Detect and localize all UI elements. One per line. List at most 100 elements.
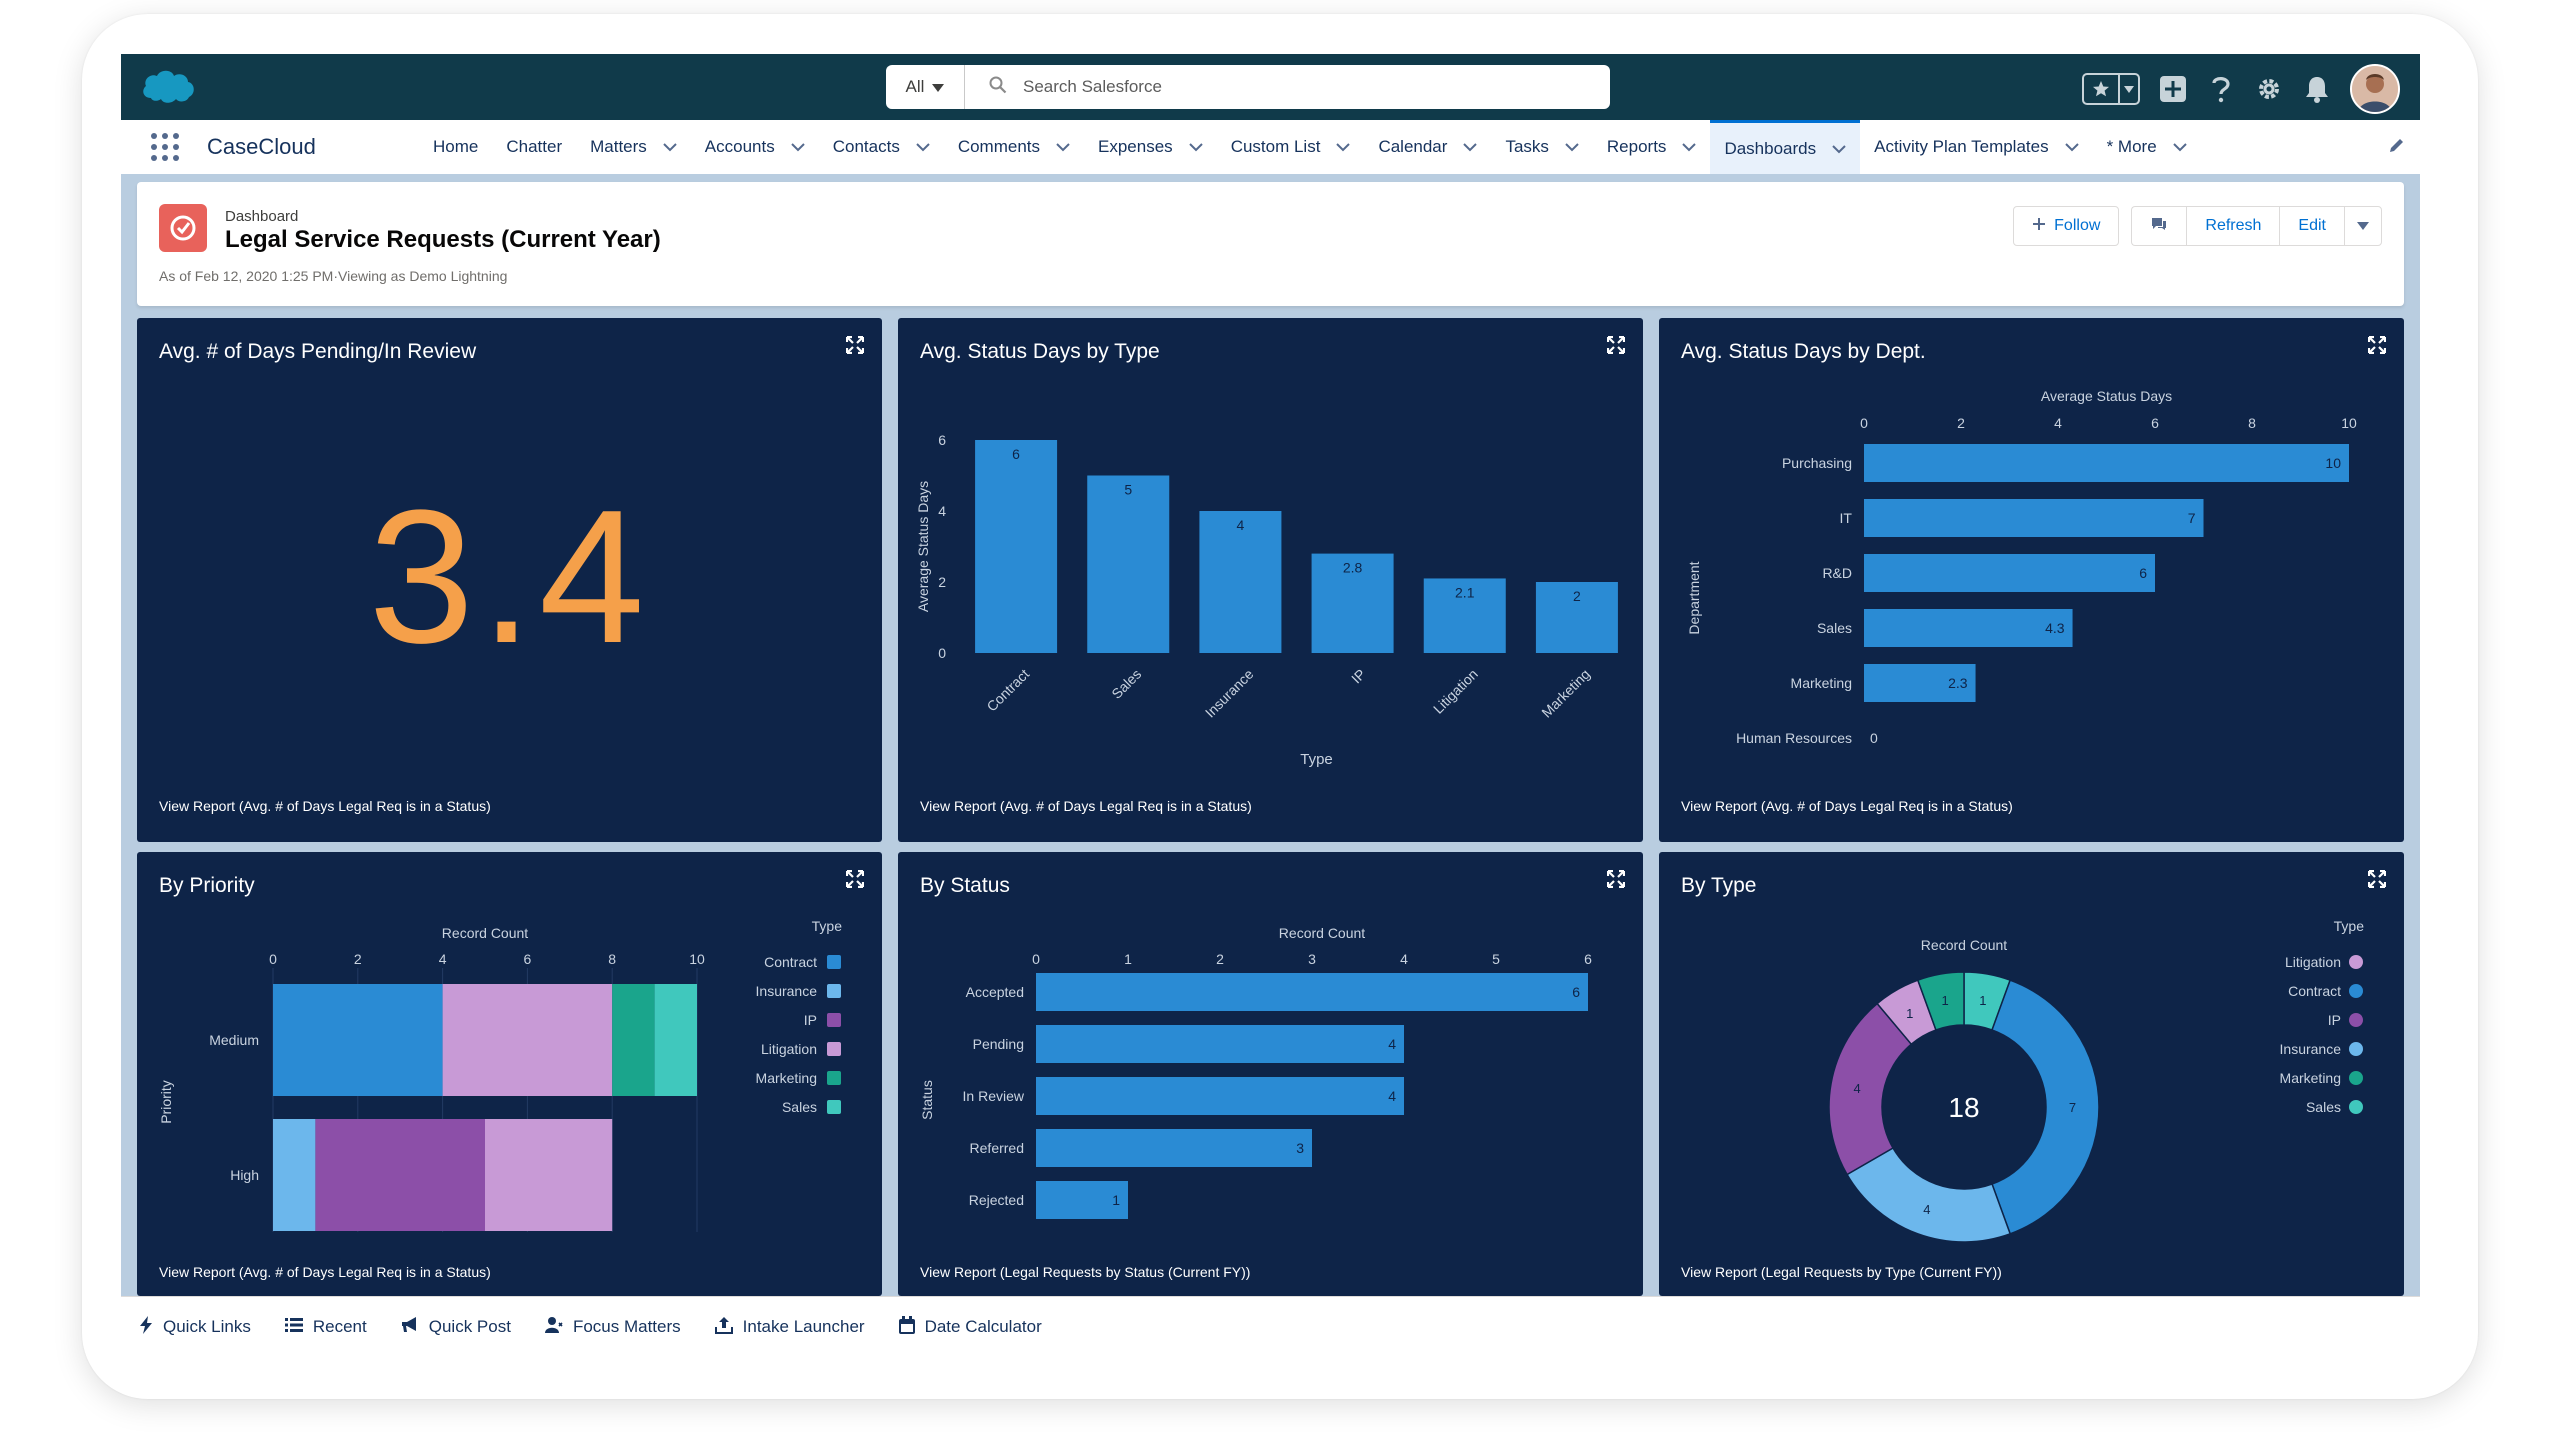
utility-bar: Quick Links Recent Quick Post Focus Matt… (121, 1296, 2420, 1356)
view-report-link[interactable]: View Report (Avg. # of Days Legal Req is… (920, 798, 1252, 814)
chevron-down-icon[interactable] (1565, 137, 1579, 157)
data-label: 7 (2188, 510, 2196, 526)
legend-label: Contract (2288, 983, 2341, 999)
utility-quick-links[interactable]: Quick Links (139, 1315, 251, 1339)
nav-tab-reports[interactable]: Reports (1593, 120, 1711, 174)
edit-nav-pencil-icon[interactable] (2388, 136, 2406, 159)
expand-icon[interactable] (1606, 869, 1626, 893)
data-label: 2 (1573, 588, 1581, 604)
subscribe-button[interactable] (2131, 206, 2187, 246)
utility-focus-matters[interactable]: Focus Matters (544, 1316, 681, 1339)
chevron-down-icon[interactable] (791, 137, 805, 157)
data-label: 3 (1296, 1140, 1304, 1156)
utility-quick-post[interactable]: Quick Post (401, 1316, 511, 1338)
legend-swatch (827, 1042, 841, 1056)
panel-by-type: By Type Record Count 1 7 4 4 1 1 18 Type Litigati… (1659, 852, 2404, 1296)
dashboard-gauge-icon (159, 204, 207, 252)
stacked-bar-segment (442, 984, 613, 1096)
chevron-down-icon[interactable] (1188, 137, 1203, 157)
data-label: 4 (1388, 1036, 1396, 1052)
user-avatar[interactable] (2350, 64, 2400, 114)
nav-tab-expenses[interactable]: Expenses (1084, 120, 1217, 174)
nav-tab-accounts[interactable]: Accounts (691, 120, 819, 174)
panel-title: By Type (1681, 874, 1757, 897)
edit-button[interactable]: Edit (2279, 206, 2344, 246)
nav-tab-more[interactable]: * More (2093, 120, 2201, 174)
list-icon (284, 1317, 303, 1338)
nav-tab-chatter[interactable]: Chatter (492, 120, 576, 174)
nav-tab-tasks[interactable]: Tasks (1491, 120, 1592, 174)
expand-icon[interactable] (845, 869, 865, 893)
expand-icon[interactable] (2367, 869, 2387, 893)
donut-total: 18 (1948, 1092, 1979, 1123)
view-report-link[interactable]: View Report (Legal Requests by Status (C… (920, 1264, 1251, 1280)
view-report-link[interactable]: View Report (Avg. # of Days Legal Req is… (159, 798, 491, 814)
chevron-down-icon[interactable] (1832, 139, 1846, 159)
setup-gear-icon[interactable] (2254, 74, 2284, 104)
data-label: 0 (1870, 730, 1878, 746)
chevron-down-icon[interactable] (916, 137, 930, 157)
chevron-down-icon[interactable] (663, 137, 677, 157)
utility-intake-launcher[interactable]: Intake Launcher (714, 1316, 865, 1339)
bar (1423, 578, 1506, 653)
nav-tab-calendar[interactable]: Calendar (1364, 120, 1491, 174)
salesforce-cloud-logo[interactable] (139, 64, 197, 108)
expand-icon[interactable] (845, 335, 865, 359)
search-scope-dropdown[interactable]: All (886, 65, 965, 109)
help-icon[interactable] (2206, 74, 2236, 104)
utility-label: Intake Launcher (742, 1317, 865, 1336)
y-tick-label: Human Resources (1736, 730, 1852, 746)
favorites-list-icon[interactable] (2118, 75, 2138, 103)
stacked-bar-segment (612, 984, 655, 1096)
y-tick-label: IT (1840, 510, 1853, 526)
favorites-star-icon[interactable] (2084, 75, 2118, 103)
view-report-link[interactable]: View Report (Legal Requests by Type (Cur… (1681, 1264, 2002, 1280)
calendar-icon (898, 1315, 915, 1339)
app-launcher-icon[interactable] (151, 133, 179, 161)
bar (1535, 582, 1618, 653)
legend-label: Insurance (756, 983, 818, 999)
chevron-down-icon[interactable] (2064, 137, 2079, 157)
caret-down-icon (932, 77, 945, 97)
nav-tab-custom-list[interactable]: Custom List (1217, 120, 1365, 174)
nav-tab-label: Comments (957, 137, 1041, 156)
chevron-down-icon[interactable] (1682, 137, 1697, 157)
expand-icon[interactable] (2367, 335, 2387, 359)
notifications-bell-icon[interactable] (2302, 74, 2332, 104)
follow-button[interactable]: Follow (2013, 206, 2120, 246)
view-report-link[interactable]: View Report (Avg. # of Days Legal Req is… (159, 1264, 491, 1280)
expand-icon[interactable] (1606, 335, 1626, 359)
global-actions-icon[interactable] (2158, 74, 2188, 104)
refresh-button[interactable]: Refresh (2186, 206, 2280, 246)
nav-tab-dashboards[interactable]: Dashboards (1710, 120, 1861, 174)
x-tick-label: Sales (1108, 666, 1144, 702)
more-actions-button[interactable] (2344, 206, 2382, 246)
chevron-down-icon[interactable] (2172, 137, 2187, 157)
nav-tab-activity-plan-templates[interactable]: Activity Plan Templates (1860, 120, 2092, 174)
utility-recent[interactable]: Recent (284, 1317, 367, 1338)
nav-tab-home[interactable]: Home (419, 120, 492, 174)
x-tick-label: 0 (269, 951, 277, 967)
utility-date-calculator[interactable]: Date Calculator (898, 1315, 1042, 1339)
nav-tab-contacts[interactable]: Contacts (819, 120, 944, 174)
search-input[interactable] (1021, 76, 1610, 98)
chevron-down-icon[interactable] (1336, 137, 1351, 157)
chevron-down-icon[interactable] (1056, 137, 1070, 157)
data-label: 4.3 (2045, 620, 2065, 636)
nav-tabs: Home Chatter Matters Accounts Contacts Commen… (419, 120, 2201, 174)
y-tick-label: Medium (209, 1032, 259, 1048)
legend-label: Sales (782, 1099, 817, 1115)
view-report-link[interactable]: View Report (Avg. # of Days Legal Req is… (1681, 798, 2013, 814)
nav-tab-comments[interactable]: Comments (944, 120, 1084, 174)
utility-label: Recent (312, 1317, 367, 1336)
nav-tab-matters[interactable]: Matters (576, 120, 691, 174)
legend-label: Marketing (756, 1070, 817, 1086)
chart-status-days-by-type: 0 2 4 6 Average Status Days 6 Contract 5 Sales 4 I… (915, 432, 1618, 768)
chevron-down-icon[interactable] (1463, 137, 1478, 157)
y-tick-label: 0 (938, 645, 946, 661)
nav-tab-label: Expenses (1098, 137, 1173, 156)
nav-tab-label: Contacts (832, 137, 900, 156)
app-name: CaseCloud (207, 134, 316, 159)
global-header: All (121, 54, 2420, 120)
dashboard-as-of: As of Feb 12, 2020 1:25 PM·Viewing as De… (159, 268, 508, 284)
